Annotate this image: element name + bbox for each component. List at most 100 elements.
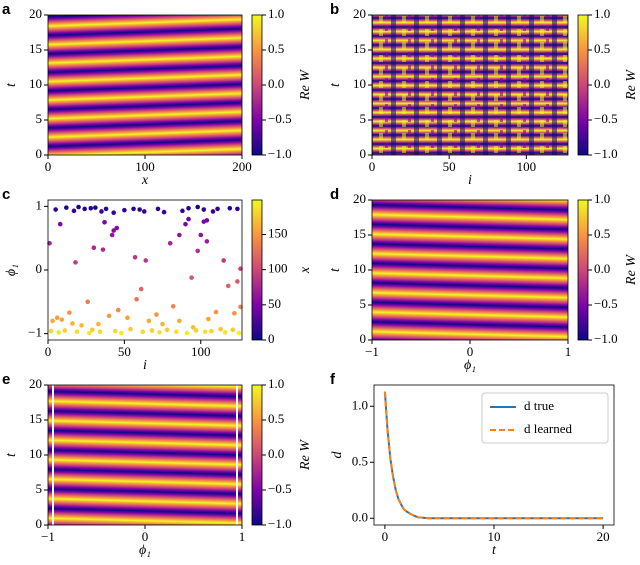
scatter-point <box>70 321 75 326</box>
colorbar-label: Re W <box>624 254 639 286</box>
colorbar <box>251 384 263 526</box>
y-axis-label: ϕ₁ <box>4 264 19 276</box>
panel-label: a <box>2 1 11 18</box>
scatter-point <box>82 206 87 212</box>
scatter-point <box>177 232 182 238</box>
scatter-point <box>89 327 95 333</box>
scatter-point <box>97 329 103 335</box>
scatter-point <box>100 247 106 252</box>
plot-area <box>48 385 242 525</box>
colorbar-tick-label: 0.5 <box>268 41 284 56</box>
y-tick-label: 0 <box>36 146 43 161</box>
y-axis-label: t <box>4 82 19 87</box>
scatter-point <box>115 307 121 313</box>
y-tick-label: −1 <box>28 325 42 340</box>
x-tick-label: 20 <box>597 529 610 544</box>
scatter-point <box>167 240 173 246</box>
y-tick-label: 0 <box>36 516 43 531</box>
colorbar-tick-label: 0.0 <box>268 446 284 461</box>
scatter-point <box>103 206 109 212</box>
colorbar-tick-label: 100 <box>268 261 288 276</box>
y-tick-label: 20 <box>353 191 366 206</box>
y-tick-label: 0.0 <box>352 509 368 524</box>
scatter-point <box>76 204 81 210</box>
scatter-point <box>204 239 210 244</box>
heatmap <box>48 385 242 525</box>
scatter-point <box>74 329 80 335</box>
scatter-point <box>235 206 240 212</box>
scatter-point <box>232 310 237 316</box>
scatter-point <box>154 312 159 317</box>
colorbar-tick-label: −0.5 <box>268 111 292 126</box>
scatter-point <box>111 210 116 216</box>
scatter-point <box>88 205 94 211</box>
scatter-point <box>203 329 208 335</box>
plot-area <box>48 15 242 155</box>
scatter-point <box>109 232 115 238</box>
y-tick-label: 20 <box>29 6 42 21</box>
scatter-point <box>195 204 201 210</box>
scatter-point <box>112 328 118 334</box>
scatter-point <box>131 206 136 212</box>
scatter-point <box>71 208 77 214</box>
scatter-point <box>157 330 162 335</box>
plot-area <box>372 15 568 155</box>
scatter-point <box>102 219 107 225</box>
scatter-point <box>215 206 220 212</box>
x-tick-label: 100 <box>191 344 211 359</box>
scatter-point <box>230 327 236 333</box>
x-axis-label: i <box>143 358 147 373</box>
x-tick-label: 50 <box>118 344 131 359</box>
x-tick-label: 0 <box>467 344 474 359</box>
colorbar <box>577 14 589 156</box>
y-tick-label: 0.5 <box>352 453 368 468</box>
scatter-point <box>96 321 101 327</box>
x-tick-label: 0 <box>369 159 376 174</box>
scatter-point <box>198 232 204 238</box>
scatter-point <box>186 216 191 222</box>
colorbar-tick-label: 1.0 <box>268 376 284 391</box>
x-tick-label: 0 <box>142 529 149 544</box>
panel-label: e <box>2 371 10 388</box>
y-tick-label: 10 <box>29 446 42 461</box>
colorbar-tick-label: 1.0 <box>594 191 610 206</box>
scatter-point <box>86 330 92 336</box>
colorbar-tick-label: −0.5 <box>268 481 292 496</box>
x-axis-label: ϕ₁ <box>139 543 151 558</box>
x-tick-label: 100 <box>135 159 155 174</box>
x-tick-label: 0 <box>45 344 52 359</box>
scatter-point <box>170 303 176 309</box>
colorbar-tick-label: 0.0 <box>594 261 610 276</box>
scatter-point <box>235 279 240 284</box>
scatter-point <box>186 205 191 211</box>
scatter-point <box>227 205 233 211</box>
panel-label: f <box>330 371 336 388</box>
scatter-point <box>93 205 98 210</box>
y-axis-label: t <box>328 267 343 272</box>
colorbar-tick-label: 50 <box>268 296 281 311</box>
x-tick-label: 0 <box>382 529 389 544</box>
scatter-point <box>204 218 210 223</box>
y-tick-label: 0 <box>360 331 367 346</box>
scatter-point <box>99 209 104 214</box>
y-tick-label: 0 <box>360 146 367 161</box>
scatter-point <box>193 328 199 333</box>
x-axis-label: ϕ₁ <box>464 358 476 373</box>
x-tick-label: −1 <box>41 529 55 544</box>
scatter-point <box>210 209 216 214</box>
x-tick-label: 100 <box>517 159 537 174</box>
scatter-point <box>91 245 97 251</box>
legend-label: d learned <box>524 421 573 436</box>
scatter-point <box>177 318 182 324</box>
panel-label: d <box>330 186 339 203</box>
y-axis-label: t <box>4 452 19 457</box>
scatter-point <box>209 328 214 334</box>
y-tick-label: 5 <box>36 481 43 496</box>
scatter-point <box>160 321 165 327</box>
scatter-point <box>125 315 130 321</box>
x-axis-label: x <box>141 173 149 188</box>
scatter-point <box>155 206 161 212</box>
panel-label: c <box>2 186 10 203</box>
colorbar-tick-label: 150 <box>268 225 288 240</box>
colorbar-label: Re W <box>298 69 313 101</box>
